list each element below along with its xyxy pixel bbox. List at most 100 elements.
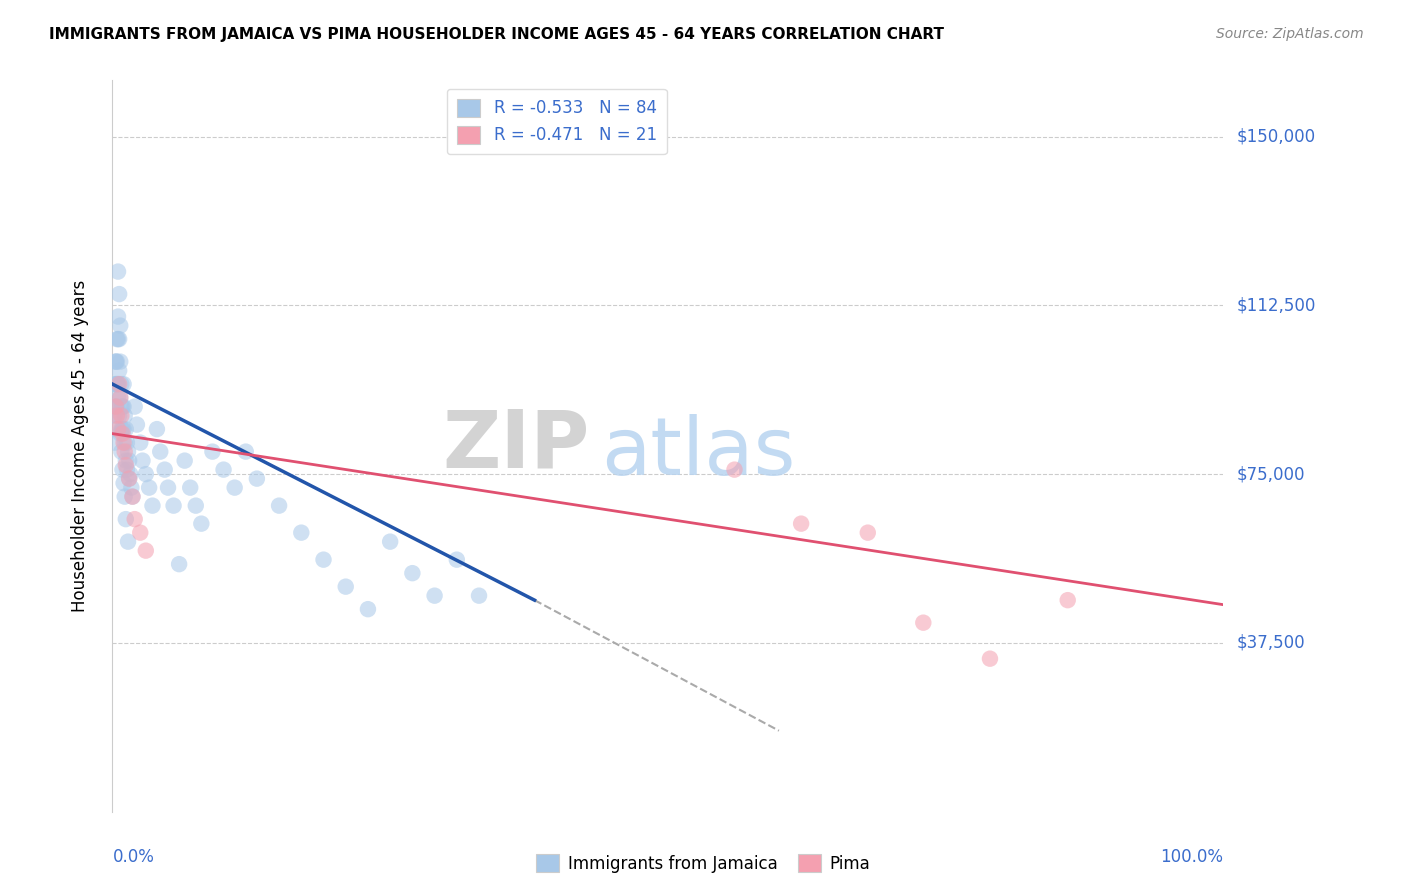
Text: 0.0%: 0.0% — [112, 848, 155, 866]
Point — [114, 435, 136, 450]
Point — [401, 566, 423, 581]
Point — [105, 377, 128, 392]
Point — [112, 400, 135, 414]
Point — [107, 332, 129, 346]
Point — [357, 602, 380, 616]
Point — [201, 444, 224, 458]
Point — [118, 453, 141, 467]
Point — [235, 444, 257, 458]
Point — [121, 490, 143, 504]
Point — [153, 462, 176, 476]
Point — [110, 422, 132, 436]
Point — [120, 481, 142, 495]
Point — [114, 422, 136, 436]
Point — [112, 435, 135, 450]
Point — [110, 391, 132, 405]
Point — [115, 462, 138, 476]
Point — [110, 354, 132, 368]
Point — [111, 462, 134, 476]
Point — [135, 467, 157, 482]
Point — [110, 400, 132, 414]
Point — [105, 332, 128, 346]
Point — [110, 377, 132, 392]
Point — [173, 453, 195, 467]
Point — [107, 422, 129, 436]
Point — [118, 472, 141, 486]
Point — [105, 354, 128, 368]
Point — [108, 377, 131, 392]
Point — [104, 377, 127, 392]
Point — [179, 481, 201, 495]
Point — [104, 422, 127, 436]
Point — [117, 444, 139, 458]
Point — [124, 512, 146, 526]
Text: $150,000: $150,000 — [1237, 128, 1316, 145]
Point — [290, 525, 312, 540]
Point — [114, 444, 136, 458]
Point — [129, 435, 152, 450]
Point — [112, 422, 135, 436]
Point — [979, 651, 1001, 665]
Point — [120, 467, 142, 482]
Point — [212, 462, 235, 476]
Point — [423, 589, 446, 603]
Point — [104, 400, 127, 414]
Point — [104, 354, 127, 368]
Point — [131, 453, 153, 467]
Point — [114, 453, 136, 467]
Legend: Immigrants from Jamaica, Pima: Immigrants from Jamaica, Pima — [530, 847, 876, 880]
Point — [110, 409, 132, 423]
Point — [790, 516, 813, 531]
Point — [723, 462, 745, 476]
Point — [105, 409, 128, 423]
Point — [112, 476, 135, 491]
Text: Source: ZipAtlas.com: Source: ZipAtlas.com — [1216, 27, 1364, 41]
Point — [224, 481, 246, 495]
Text: $75,000: $75,000 — [1237, 465, 1306, 483]
Point — [146, 422, 169, 436]
Point — [138, 481, 160, 495]
Point — [856, 525, 879, 540]
Point — [117, 534, 139, 549]
Point — [129, 525, 152, 540]
Point — [114, 409, 136, 423]
Text: IMMIGRANTS FROM JAMAICA VS PIMA HOUSEHOLDER INCOME AGES 45 - 64 YEARS CORRELATIO: IMMIGRANTS FROM JAMAICA VS PIMA HOUSEHOL… — [49, 27, 945, 42]
Point — [114, 458, 136, 472]
Point — [111, 422, 134, 436]
Point — [111, 426, 134, 441]
Point — [246, 472, 269, 486]
Point — [1056, 593, 1078, 607]
Point — [107, 377, 129, 392]
Point — [111, 400, 134, 414]
Point — [141, 499, 163, 513]
Text: $37,500: $37,500 — [1237, 634, 1306, 652]
Point — [114, 512, 136, 526]
Point — [104, 377, 127, 392]
Point — [335, 580, 357, 594]
Point — [104, 400, 127, 414]
Point — [157, 481, 180, 495]
Point — [110, 391, 132, 405]
Point — [104, 409, 127, 423]
Point — [118, 472, 141, 486]
Point — [124, 400, 146, 414]
Text: atlas: atlas — [602, 414, 796, 492]
Text: $112,500: $112,500 — [1237, 296, 1316, 314]
Point — [167, 557, 190, 571]
Point — [446, 552, 468, 566]
Point — [110, 426, 132, 441]
Point — [105, 400, 128, 414]
Point — [149, 444, 172, 458]
Point — [110, 318, 132, 333]
Point — [108, 332, 131, 346]
Y-axis label: Householder Income Ages 45 - 64 years: Householder Income Ages 45 - 64 years — [70, 280, 89, 612]
Point — [104, 354, 127, 368]
Point — [267, 499, 291, 513]
Point — [105, 377, 128, 392]
Point — [135, 543, 157, 558]
Point — [468, 589, 491, 603]
Point — [107, 310, 129, 324]
Point — [190, 516, 212, 531]
Legend: R = -0.533   N = 84, R = -0.471   N = 21: R = -0.533 N = 84, R = -0.471 N = 21 — [447, 88, 666, 154]
Point — [312, 552, 335, 566]
